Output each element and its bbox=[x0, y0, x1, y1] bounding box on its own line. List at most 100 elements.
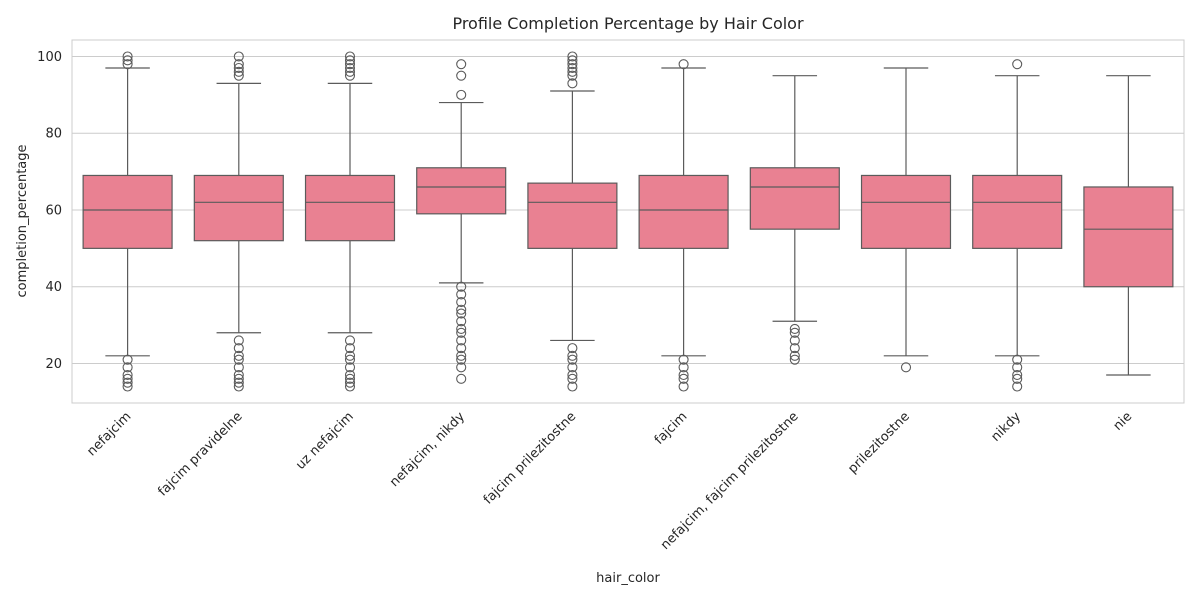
outlier-point bbox=[678, 59, 689, 70]
outlier-point bbox=[789, 323, 800, 334]
outlier-point bbox=[567, 66, 578, 77]
iqr-box bbox=[527, 182, 618, 249]
outlier-point bbox=[456, 281, 467, 292]
y-tick-label: 60 bbox=[45, 203, 62, 218]
outlier-point bbox=[344, 66, 356, 77]
outlier-point bbox=[344, 59, 356, 70]
box-1 bbox=[82, 51, 173, 392]
outlier-point bbox=[456, 373, 467, 384]
outlier-point bbox=[789, 343, 800, 354]
outlier-point bbox=[567, 62, 578, 74]
iqr-box bbox=[972, 174, 1063, 249]
outlier-point bbox=[567, 343, 578, 354]
outlier-point bbox=[678, 373, 689, 384]
outlier-point bbox=[344, 343, 356, 354]
outlier-point bbox=[456, 354, 467, 365]
outlier-point bbox=[344, 51, 356, 62]
x-tick-label: fajcim prilezitostne bbox=[481, 409, 579, 507]
outlier-point bbox=[122, 55, 133, 66]
iqr-box bbox=[638, 174, 729, 249]
box-6 bbox=[638, 59, 729, 392]
tick-labels: 20 40 60 80 100 nefajcim fajcim pravidelne uz n… bbox=[37, 50, 1135, 553]
outlier-point bbox=[678, 362, 689, 373]
y-tick-label: 20 bbox=[45, 357, 62, 372]
outlier-point bbox=[456, 308, 467, 319]
outlier-point bbox=[344, 55, 356, 66]
outlier-point bbox=[456, 289, 467, 300]
outlier-point bbox=[233, 51, 244, 62]
box-3 bbox=[304, 51, 396, 392]
outlier-point bbox=[344, 335, 356, 346]
x-tick-label: nefajcim bbox=[84, 409, 134, 459]
outlier-point bbox=[456, 350, 467, 361]
outlier-point bbox=[233, 59, 244, 70]
outlier-point bbox=[233, 354, 244, 365]
outlier-point bbox=[900, 362, 912, 373]
outlier-point bbox=[567, 369, 578, 381]
outlier-point bbox=[456, 323, 467, 334]
outlier-point bbox=[344, 350, 356, 361]
outlier-point bbox=[456, 316, 467, 327]
box-4 bbox=[416, 59, 507, 384]
outlier-point bbox=[344, 373, 356, 384]
outlier-point bbox=[1012, 369, 1023, 381]
box-plot-series bbox=[82, 51, 1174, 392]
outlier-point bbox=[789, 335, 800, 346]
chart-title: Profile Completion Percentage by Hair Co… bbox=[452, 14, 804, 33]
outlier-point bbox=[678, 381, 689, 392]
iqr-box bbox=[1083, 186, 1174, 288]
outlier-point bbox=[122, 369, 133, 381]
outlier-point bbox=[122, 381, 133, 392]
box-10 bbox=[1083, 75, 1174, 376]
outlier-point bbox=[1012, 362, 1023, 373]
outlier-point bbox=[456, 70, 467, 81]
outlier-point bbox=[233, 350, 244, 361]
outlier-point bbox=[567, 51, 578, 62]
box-5 bbox=[527, 51, 618, 392]
iqr-box bbox=[304, 174, 396, 242]
outlier-point bbox=[233, 381, 244, 392]
x-tick-label: uz nefajcim bbox=[293, 409, 357, 473]
iqr-box bbox=[416, 167, 507, 215]
y-tick-label: 100 bbox=[37, 50, 62, 65]
box-8 bbox=[860, 67, 952, 373]
box-9 bbox=[972, 59, 1063, 392]
outlier-point bbox=[344, 381, 356, 392]
x-tick-label: fajcim pravidelne bbox=[155, 409, 245, 499]
outlier-point bbox=[344, 362, 356, 373]
outlier-point bbox=[789, 354, 800, 365]
box-2 bbox=[193, 51, 284, 392]
outlier-point bbox=[344, 354, 356, 365]
x-tick-label: nefajcim, fajcim prilezitostne bbox=[658, 409, 802, 553]
outlier-point bbox=[233, 369, 244, 381]
outlier-point bbox=[456, 59, 467, 70]
outlier-point bbox=[678, 354, 689, 365]
outlier-point bbox=[567, 362, 578, 373]
x-tick-label: nikdy bbox=[988, 409, 1024, 445]
outlier-point bbox=[233, 373, 244, 384]
outlier-point bbox=[567, 381, 578, 392]
outlier-point bbox=[567, 70, 578, 81]
iqr-box bbox=[860, 174, 952, 249]
box-7 bbox=[749, 75, 840, 365]
outlier-point bbox=[122, 59, 133, 70]
outlier-point bbox=[678, 369, 689, 381]
plot-frame bbox=[71, 39, 1185, 404]
x-tick-label: prilezitostne bbox=[845, 409, 912, 476]
outlier-point bbox=[789, 350, 800, 361]
outlier-point bbox=[122, 354, 133, 365]
iqr-box bbox=[749, 167, 840, 230]
outlier-point bbox=[233, 377, 244, 388]
outlier-point bbox=[122, 377, 133, 388]
outlier-point bbox=[1012, 354, 1023, 365]
outlier-point bbox=[344, 377, 356, 388]
outlier-point bbox=[456, 89, 467, 100]
outlier-point bbox=[456, 297, 467, 308]
iqr-box bbox=[193, 174, 284, 242]
outlier-point bbox=[1012, 381, 1023, 392]
outlier-point bbox=[233, 70, 244, 81]
outlier-point bbox=[233, 335, 244, 346]
x-tick-label: nie bbox=[1111, 409, 1136, 434]
outlier-point bbox=[456, 327, 467, 338]
outlier-point bbox=[233, 362, 244, 373]
